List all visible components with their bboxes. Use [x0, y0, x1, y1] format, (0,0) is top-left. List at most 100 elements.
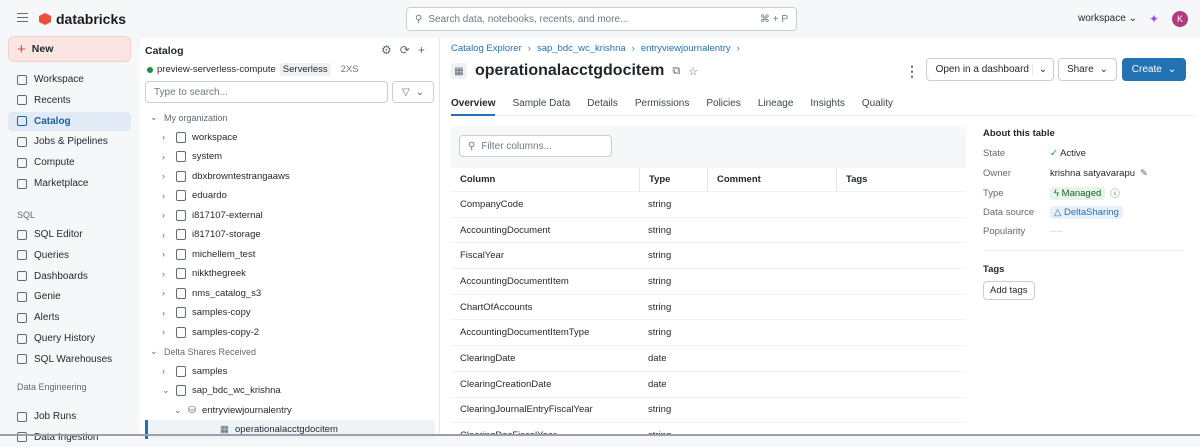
table-row[interactable]: AccountingDocumentItem string — [451, 269, 966, 295]
chevron-down-icon[interactable]: ⌄ — [162, 385, 170, 395]
table-row[interactable]: ClearingJournalEntryFiscalYear string — [451, 398, 966, 424]
tab-details[interactable]: Details — [587, 98, 618, 109]
breadcrumb-item[interactable]: sap_bdc_wc_krishna — [536, 43, 626, 54]
tree-item[interactable]: ⌄ ⛁ entryviewjournalentry — [174, 404, 292, 416]
tree-item[interactable]: ▦ operationalacctgdocitem — [145, 420, 435, 439]
refresh-icon[interactable]: ⟳ — [399, 43, 410, 57]
workspace-switcher[interactable]: workspace ⌄ — [1078, 13, 1137, 24]
sidebar-item-queries[interactable]: Queries — [8, 246, 131, 265]
column-tags[interactable] — [836, 346, 966, 371]
tree-item[interactable]: › workspace — [162, 131, 238, 143]
add-tags-button[interactable]: Add tags — [983, 281, 1035, 300]
column-header[interactable]: Comment — [707, 168, 836, 191]
tree-group[interactable]: ⌄ My organization — [150, 112, 228, 123]
chevron-right-icon[interactable]: › — [162, 327, 165, 337]
column-tags[interactable] — [836, 218, 966, 243]
tree-item[interactable]: › nikkthegreek — [162, 268, 246, 279]
tree-item[interactable]: ⌄ sap_bdc_wc_krishna — [162, 385, 281, 396]
chevron-right-icon[interactable]: › — [162, 268, 165, 279]
catalog-search-input[interactable] — [145, 81, 388, 103]
column-tags[interactable] — [836, 372, 966, 397]
assistant-sparkle-icon[interactable]: ✦ — [1149, 12, 1160, 26]
sidebar-item-sql-warehouses[interactable]: SQL Warehouses — [8, 350, 131, 369]
table-row[interactable]: AccountingDocument string — [451, 218, 966, 244]
filter-button[interactable]: ▽ ⌄ — [392, 81, 434, 103]
new-button[interactable]: + New — [8, 36, 131, 62]
tab-sample-data[interactable]: Sample Data — [512, 98, 571, 109]
chevron-right-icon[interactable]: › — [162, 190, 165, 201]
tree-item[interactable]: › michellem_test — [162, 248, 256, 260]
global-search[interactable]: ⚲ Search data, notebooks, recents, and mo… — [406, 7, 797, 31]
tree-item[interactable]: › i817107-external — [162, 209, 263, 221]
table-row[interactable]: ClearingDate date — [451, 346, 966, 372]
avatar[interactable]: K — [1172, 11, 1188, 27]
column-comment[interactable] — [707, 192, 836, 217]
sidebar-item-marketplace[interactable]: Marketplace — [8, 174, 131, 193]
pencil-icon[interactable]: ✎ — [1140, 168, 1148, 179]
tree-item[interactable]: › eduardo — [162, 190, 227, 201]
chevron-right-icon[interactable]: › — [162, 132, 165, 142]
column-comment[interactable] — [707, 243, 836, 268]
column-tags[interactable] — [836, 269, 966, 294]
open-in-dashboard-button[interactable]: Open in a dashboard ⌄ — [926, 58, 1054, 81]
more-options-icon[interactable]: ⋮ — [905, 63, 919, 79]
tab-permissions[interactable]: Permissions — [634, 98, 690, 109]
chevron-right-icon[interactable]: › — [162, 366, 165, 376]
star-icon[interactable]: ☆ — [688, 65, 699, 78]
chevron-right-icon[interactable]: › — [162, 151, 165, 162]
tree-item[interactable]: › samples-copy-2 — [162, 326, 260, 338]
chevron-right-icon[interactable]: › — [162, 249, 165, 259]
column-header[interactable]: Type — [639, 168, 707, 191]
chevron-right-icon[interactable]: › — [162, 210, 165, 220]
column-comment[interactable] — [707, 320, 836, 345]
logo[interactable]: databricks — [39, 11, 126, 27]
sidebar-item-alerts[interactable]: Alerts — [8, 308, 131, 327]
tree-item[interactable]: › dbxbrowntestrangaaws — [162, 170, 290, 182]
sidebar-item-sql-editor[interactable]: SQL Editor — [8, 225, 131, 244]
table-row[interactable]: CompanyCode string — [451, 192, 966, 218]
tab-overview[interactable]: Overview — [451, 96, 496, 116]
sidebar-item-dashboards[interactable]: Dashboards — [8, 267, 131, 286]
chevron-down-icon[interactable]: ⌄ — [174, 404, 182, 415]
tree-item[interactable]: › nms_catalog_s3 — [162, 287, 262, 299]
column-tags[interactable] — [836, 243, 966, 268]
column-comment[interactable] — [707, 218, 836, 243]
column-comment[interactable] — [707, 295, 836, 320]
column-tags[interactable] — [836, 295, 966, 320]
column-comment[interactable] — [707, 398, 836, 423]
chevron-right-icon[interactable]: › — [162, 307, 165, 318]
table-row[interactable]: ChartOfAccounts string — [451, 295, 966, 321]
table-row[interactable]: FiscalYear string — [451, 243, 966, 270]
column-tags[interactable] — [836, 398, 966, 423]
info-icon[interactable]: ⓘ — [1110, 189, 1120, 200]
tree-item[interactable]: › samples — [162, 365, 228, 377]
copy-icon[interactable]: ⧉ — [672, 64, 681, 77]
table-row[interactable]: ClearingCreationDate date — [451, 372, 966, 398]
column-comment[interactable] — [707, 269, 836, 294]
chevron-down-icon[interactable]: ⌄ — [150, 112, 158, 122]
data-source-badge[interactable]: △ DeltaSharing — [1050, 206, 1123, 219]
tab-insights[interactable]: Insights — [810, 98, 845, 109]
sidebar-item-jobs-pipelines[interactable]: Jobs & Pipelines — [8, 132, 131, 151]
column-comment[interactable] — [707, 346, 836, 371]
column-tags[interactable] — [836, 192, 966, 217]
sidebar-item-catalog[interactable]: Catalog — [8, 111, 131, 131]
chevron-right-icon[interactable]: › — [162, 288, 165, 298]
gear-icon[interactable]: ⚙ — [381, 43, 392, 57]
sidebar-item-job-runs[interactable]: Job Runs — [8, 407, 131, 426]
sidebar-item-query-history[interactable]: Query History — [8, 329, 131, 348]
column-header[interactable]: Column — [460, 174, 496, 185]
tab-policies[interactable]: Policies — [706, 98, 741, 109]
tree-item[interactable]: › i817107-storage — [162, 229, 261, 240]
sidebar-item-recents[interactable]: Recents — [8, 91, 131, 110]
plus-icon[interactable]: + — [417, 43, 425, 57]
chevron-right-icon[interactable]: › — [162, 229, 165, 240]
breadcrumb-item[interactable]: Catalog Explorer — [451, 43, 522, 54]
sidebar-item-workspace[interactable]: Workspace — [8, 70, 131, 89]
column-tags[interactable] — [836, 320, 966, 345]
create-button[interactable]: Create ⌄ — [1122, 58, 1186, 81]
filter-columns-input[interactable]: ⚲ Filter columns... — [459, 135, 612, 157]
menu-icon[interactable] — [17, 13, 28, 22]
tab-lineage[interactable]: Lineage — [757, 98, 794, 109]
breadcrumb-item[interactable]: entryviewjournalentry — [640, 43, 731, 54]
